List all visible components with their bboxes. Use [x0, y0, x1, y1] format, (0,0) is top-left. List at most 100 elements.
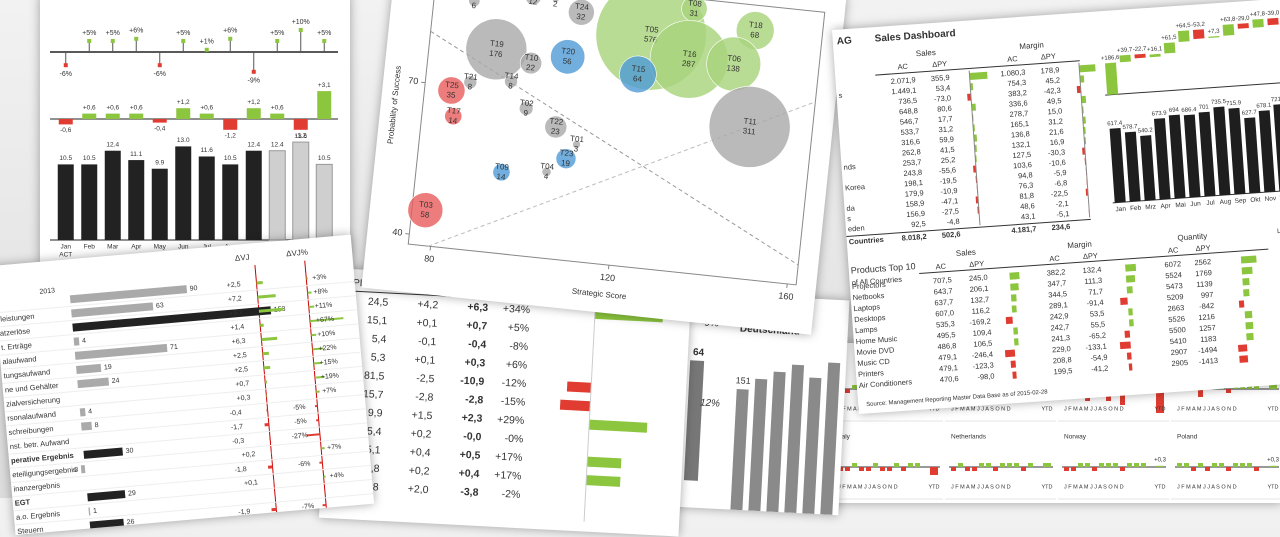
bubble-value: 138	[726, 63, 741, 73]
kpi-value: 64	[693, 347, 705, 359]
cell: 15,0	[1047, 106, 1062, 116]
cell: 41,5	[940, 145, 955, 155]
cell: 5500	[1169, 325, 1186, 335]
value-label: 735.5	[1211, 99, 1227, 106]
delta-bar	[1120, 298, 1128, 305]
delta-bar	[270, 114, 284, 119]
cell: -0%	[504, 433, 523, 446]
bar	[58, 164, 74, 240]
page: { "small_multiples":{"months":"J F M A M…	[0, 0, 1280, 498]
waterfall-bar	[1119, 55, 1130, 62]
bubble-label: T09	[495, 162, 510, 172]
row-label: Home Music	[855, 334, 897, 346]
waterfall-bar	[1149, 54, 1160, 57]
bubble-label: T11	[743, 116, 758, 126]
delta-bar	[265, 380, 267, 383]
pct-bar	[587, 457, 621, 469]
row-rule	[1, 338, 360, 369]
cell: 336,6	[1009, 98, 1028, 108]
value-label: 12.4	[106, 141, 119, 148]
cell: -5,9	[1053, 168, 1067, 178]
delta-bar	[106, 114, 120, 119]
delta-pct-bar	[321, 447, 325, 449]
delta-bar	[1246, 333, 1254, 340]
bar	[74, 337, 80, 345]
mini-bar	[1028, 463, 1033, 467]
value-label: 13.0	[177, 137, 190, 144]
column-header: ΔVJ	[235, 253, 250, 263]
cell: 1.080,3	[1000, 68, 1026, 79]
waterfall-bar	[1134, 54, 1145, 59]
cell: 158,9	[905, 199, 924, 209]
value-label: 11.1	[130, 151, 143, 158]
cell: 1183	[1200, 334, 1217, 344]
waterfall-bar	[1178, 30, 1190, 42]
waterfall-label: +39,7	[1117, 47, 1133, 54]
cell: 2907	[1170, 347, 1187, 357]
dashboard-title: Sales Dashboard	[874, 28, 956, 45]
kpi-bar	[684, 360, 704, 481]
delta-bar	[1013, 327, 1018, 334]
cell: 116,2	[971, 306, 990, 316]
bar	[88, 507, 90, 515]
x-tick-label: Mai	[1175, 201, 1186, 209]
bar	[75, 344, 168, 360]
delta-label: +2,5	[226, 281, 240, 289]
waterfall-bar	[1238, 23, 1249, 29]
cell: 136,8	[1011, 129, 1030, 139]
delta-pct-label: +7%	[322, 387, 337, 395]
cell: 355,9	[931, 73, 950, 83]
cell: +17%	[495, 451, 523, 464]
cell: 8.018,2	[901, 232, 927, 243]
delta-bar	[1120, 341, 1131, 349]
bubble-value: 176	[489, 49, 504, 59]
cell: -22,5	[1051, 189, 1069, 199]
section-title: Products Top 10	[850, 261, 915, 276]
cell: 535,3	[936, 319, 955, 329]
delta-pct-bar	[315, 405, 318, 407]
cell: 1216	[1198, 312, 1215, 322]
cell: +29%	[497, 414, 525, 427]
bubble-value: 4	[543, 172, 549, 181]
x-tick-label: Jan	[61, 244, 72, 251]
delta-bar	[129, 114, 143, 119]
cell: 24,5	[368, 296, 389, 309]
cell: 198,1	[904, 178, 923, 188]
month-bar	[1199, 112, 1216, 197]
variance-head	[228, 37, 232, 41]
mini-bar	[1120, 467, 1125, 471]
row-label: Countries	[849, 235, 885, 246]
delta-label: +1,4	[230, 324, 244, 332]
delta-pct-bar	[324, 476, 326, 478]
x-tick-label: Jan	[1115, 206, 1126, 214]
bubble-value: 31	[689, 9, 699, 19]
axis	[1079, 63, 1090, 218]
ytd-caption: YTD	[929, 484, 940, 490]
bubble-label: T24	[575, 2, 590, 12]
axis	[584, 302, 596, 522]
bubble-label: T17	[446, 106, 461, 116]
column-header: AC	[897, 62, 909, 72]
mini-bar	[986, 463, 991, 467]
variance-label: +1%	[200, 39, 214, 46]
delta-label: -1,8	[234, 466, 247, 474]
cell: 165,1	[1010, 119, 1029, 129]
waterfall-label: -29,0	[1236, 16, 1251, 23]
bubble-label: T23	[559, 148, 574, 158]
delta-pct-label: +15%	[319, 358, 338, 367]
delta-bar	[1238, 344, 1247, 352]
delta-pct-label: -5%	[293, 404, 306, 412]
value-label: 9.9	[155, 159, 164, 166]
bar	[820, 363, 840, 515]
cell: -5,1	[1056, 209, 1070, 219]
month-bar	[1125, 132, 1141, 202]
delta-pct-label: +4%	[329, 472, 344, 480]
delta-label: +2,5	[233, 352, 247, 360]
x-tick-label: Mrz	[1145, 204, 1156, 212]
cell: 607,0	[935, 308, 954, 318]
delta-bar	[1079, 64, 1096, 72]
month-bar	[1213, 107, 1230, 196]
cell: -73,0	[934, 93, 952, 103]
